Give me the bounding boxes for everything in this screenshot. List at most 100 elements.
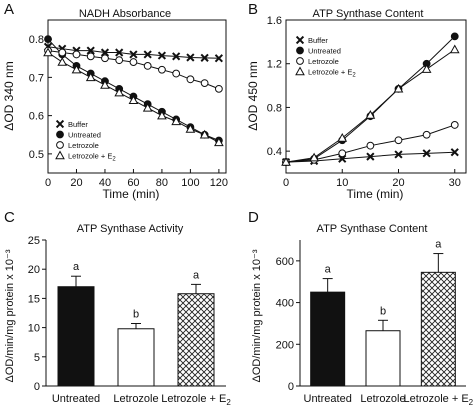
panel-b-title: ATP Synthase Content: [313, 8, 424, 20]
series-2-point: [158, 65, 166, 74]
series-3-point: [100, 79, 110, 89]
panel-b-xlabel: Time (min): [347, 187, 404, 201]
bar-1: [117, 328, 155, 387]
panel-c: C ATP Synthase Activity ΔOD/min/mg prote…: [4, 209, 231, 407]
legend-label-3: Letrozole + E2: [68, 152, 116, 163]
y-tick-label: 25: [28, 235, 40, 247]
series-3-point: [449, 44, 460, 54]
series-3-point: [421, 64, 432, 73]
panel-d: D ATP Synthase Content ΔOD/min/mg protei…: [248, 209, 474, 407]
legend-label-3: Letrozole + E2: [308, 68, 356, 79]
category-label-1: Letrozole: [113, 393, 158, 405]
bar-1: [365, 330, 401, 387]
series-2-point: [143, 62, 152, 70]
legend-marker-0: [55, 119, 65, 129]
x-tick-label: 20: [70, 177, 82, 189]
y-tick-label: 10: [28, 323, 40, 335]
significance-letter-0: a: [325, 264, 332, 276]
category-label-1: Letrozole: [360, 393, 405, 405]
panel-letter-b: B: [248, 1, 258, 18]
bar-0: [57, 286, 95, 387]
category-label-2: Letrozole + E2: [161, 393, 231, 407]
series-0-point: [115, 48, 124, 57]
series-3-point: [171, 116, 182, 126]
legend-marker-1: [56, 130, 64, 139]
series-2-point: [422, 130, 431, 139]
series-2-point: [366, 141, 375, 150]
bar-2: [177, 293, 215, 387]
y-tick-label: 200: [276, 339, 294, 351]
series-3-point: [114, 87, 125, 97]
y-tick-label: 400: [276, 298, 294, 310]
legend-label-1: Untreated: [68, 131, 101, 140]
series-2-point: [186, 75, 195, 84]
panel-a-xlabel: Time (min): [103, 187, 160, 201]
panel-d-ylabel: ΔOD/min/mg protein x 10⁻³: [251, 249, 263, 382]
series-2-point: [72, 50, 81, 59]
series-2-point: [101, 54, 109, 63]
panel-a-ylabel: ΔOD 340 nm: [2, 61, 16, 130]
series-3-point: [185, 123, 196, 133]
significance-letter-2: a: [435, 239, 442, 251]
panel-c-title: ATP Synthase Activity: [77, 223, 184, 235]
panel-d-title: ATP Synthase Content: [317, 223, 428, 235]
y-tick-label: 0.8: [267, 102, 282, 114]
series-0-point: [86, 46, 95, 55]
series-0-point: [143, 50, 152, 59]
series-0-point: [422, 149, 431, 158]
significance-letter-2: a: [193, 269, 200, 281]
x-tick-label: 0: [283, 177, 289, 189]
legend-label-2: Letrozole: [308, 57, 339, 66]
x-tick-label: 60: [127, 177, 139, 189]
bar-2: [420, 271, 456, 387]
category-label-0: Untreated: [304, 393, 352, 405]
series-3-point: [71, 64, 82, 74]
y-tick-label: 0.4: [267, 146, 282, 158]
legend-marker-0: [295, 35, 305, 45]
series-3-point: [85, 72, 96, 82]
series-2-point: [129, 58, 138, 66]
series-3-point: [281, 157, 291, 166]
series-2-point: [450, 121, 459, 129]
series-3-point: [199, 129, 210, 139]
y-tick-label: 0.7: [29, 72, 44, 84]
legend-label-2: Letrozole: [68, 141, 99, 150]
panel-letter-a: A: [4, 1, 14, 18]
y-tick-label: 0.6: [29, 111, 44, 123]
series-3-point: [57, 57, 68, 66]
x-tick-label: 20: [392, 177, 404, 189]
x-tick-label: 30: [449, 177, 461, 189]
series-3-point: [157, 110, 167, 120]
significance-letter-1: b: [133, 309, 139, 321]
series-2-point: [58, 48, 67, 57]
x-tick-label: 80: [156, 177, 168, 189]
series-2-point: [338, 149, 347, 158]
panel-b-ylabel: ΔOD 450 nm: [246, 61, 260, 130]
x-tick-label: 10: [336, 177, 348, 189]
y-tick-label: 600: [276, 256, 294, 268]
series-2-point: [172, 69, 181, 78]
series-2-point: [200, 79, 209, 88]
y-tick-label: 1.2: [267, 59, 282, 71]
panel-c-ylabel: ΔOD/min/mg protein x 10⁻³: [4, 249, 16, 382]
series-3-point: [214, 137, 224, 147]
series-0-point: [186, 53, 195, 62]
series-3-point: [43, 47, 53, 57]
series-3-point: [337, 132, 348, 142]
x-tick-label: 0: [45, 177, 51, 189]
legend-label-0: Buffer: [68, 120, 88, 129]
series-2-point: [115, 56, 124, 65]
series-2-point: [86, 52, 95, 61]
series-0-point: [129, 50, 138, 59]
series-3-point: [309, 152, 319, 162]
series-0-point: [157, 51, 167, 60]
panel-b: B ATP Synthase Content Time (min) ΔOD 45…: [246, 1, 467, 201]
x-tick-label: 100: [181, 177, 199, 189]
series-1-point: [450, 32, 459, 41]
bar-0: [310, 291, 346, 387]
legend-marker-3: [295, 66, 305, 76]
series-1-point: [44, 35, 52, 44]
series-0-point: [214, 54, 223, 63]
y-tick-label: 15: [28, 293, 40, 305]
